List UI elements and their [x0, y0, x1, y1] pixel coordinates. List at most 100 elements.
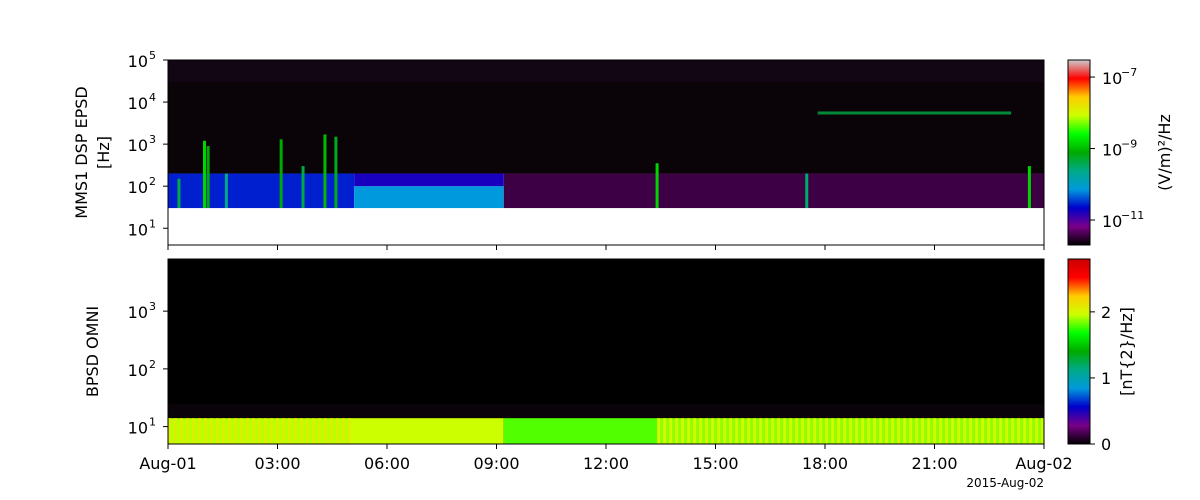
y-axis-label-line: [Hz]	[94, 136, 113, 169]
power-band-stripe	[192, 418, 195, 444]
colorbar-tick-label: 2	[1101, 303, 1111, 322]
panel2-colorbar-label: [nT{2}/Hz]	[1117, 307, 1136, 396]
power-band-stripe	[957, 418, 961, 444]
power-band-stripe	[783, 418, 787, 444]
emission-burst	[334, 136, 338, 209]
power-band-stripe	[837, 418, 841, 444]
power-band-stripe	[699, 418, 703, 444]
x-tick-label: Aug-01	[139, 454, 196, 473]
x-tick-label: Aug-02	[1015, 454, 1072, 473]
y-tick-exponent: 3	[149, 300, 156, 313]
y-tick-exponent: 1	[149, 416, 156, 429]
power-band-stripe	[897, 418, 901, 444]
power-band-stripe	[180, 418, 183, 444]
panel2-colorbar	[1067, 258, 1091, 445]
x-tick-label: 15:00	[692, 454, 738, 473]
power-band-stripe	[306, 418, 309, 444]
power-band-stripe	[987, 418, 991, 444]
power-band-stripe	[927, 418, 931, 444]
power-band-stripe	[891, 418, 895, 444]
power-band-stripe	[879, 418, 883, 444]
power-band-stripe	[915, 418, 919, 444]
panel1-colorbar	[1067, 59, 1091, 246]
power-band-stripe	[204, 418, 207, 444]
emission-burst	[177, 178, 181, 209]
power-band-stripe	[1011, 418, 1015, 444]
power-band-stripe	[240, 418, 243, 444]
power-band-stripe	[198, 418, 201, 444]
power-band-stripe	[861, 418, 865, 444]
power-band-stripe	[210, 418, 213, 444]
power-band-stripe	[759, 418, 763, 444]
power-band-stripe	[843, 418, 847, 444]
power-band-stripe	[270, 418, 273, 444]
power-band-stripe	[288, 418, 291, 444]
emission-burst	[805, 173, 809, 209]
power-band-stripe	[813, 418, 817, 444]
y-tick-exponent: 4	[149, 91, 156, 104]
power-band-stripe	[669, 418, 673, 444]
y-tick-label: 10	[128, 136, 148, 155]
power-band-stripe	[1035, 418, 1039, 444]
panel2-colorbar-ticks: 0 1 2	[1090, 303, 1111, 454]
power-band-stripe	[771, 418, 775, 444]
power-band-stripe	[963, 418, 967, 444]
y-tick-label: 10	[128, 303, 148, 322]
narrowband-line	[817, 111, 1012, 115]
power-band-stripe	[735, 418, 739, 444]
power-band-stripe	[903, 418, 907, 444]
power-band-stripe	[945, 418, 949, 444]
power-band-stripe	[1023, 418, 1027, 444]
power-band-stripe	[1029, 418, 1033, 444]
power-band-stripe	[294, 418, 297, 444]
spectral-block	[503, 173, 1044, 209]
power-band-stripe	[777, 418, 781, 444]
panel1-colorbar-label: (V/m)²/Hz	[1155, 114, 1174, 191]
y-tick-label: 10	[128, 94, 148, 113]
power-band-stripe	[795, 418, 799, 444]
x-tick-label: 21:00	[911, 454, 957, 473]
emission-burst	[323, 134, 327, 209]
background-high-band	[168, 60, 1044, 82]
power-band-stripe	[342, 418, 345, 444]
power-band-stripe	[825, 418, 829, 444]
emission-burst	[206, 146, 210, 209]
y-axis-label-line: BPSD OMNI	[83, 306, 102, 397]
colorbar-tick-label: 10	[1102, 141, 1122, 160]
power-band-stripe	[993, 418, 997, 444]
y-tick-exponent: 1	[149, 217, 156, 230]
no-data-region	[168, 208, 1044, 245]
band-edge	[168, 404, 1044, 419]
power-band-stripe	[246, 418, 249, 444]
emission-burst	[279, 139, 283, 209]
power-band-stripe	[873, 418, 877, 444]
y-tick-exponent: 2	[149, 358, 156, 371]
power-band-stripe	[675, 418, 679, 444]
power-band-stripe	[1041, 418, 1044, 444]
power-band-stripe	[765, 418, 769, 444]
power-band-stripe	[1005, 418, 1009, 444]
power-band-stripe	[693, 418, 697, 444]
y-tick-exponent: 5	[149, 49, 156, 62]
power-band-stripe	[264, 418, 267, 444]
emission-burst	[655, 163, 659, 209]
power-band-stripe	[276, 418, 279, 444]
power-band-stripe	[921, 418, 925, 444]
power-band-stripe	[228, 418, 231, 444]
power-band-stripe	[348, 418, 351, 444]
power-band-stripe	[687, 418, 691, 444]
panel2-x-axis: Aug-01 03:00 06:00 09:00 12:00 15:00 18:00 21:0…	[139, 444, 1073, 473]
power-band-stripe	[282, 418, 285, 444]
power-band-stripe	[723, 418, 727, 444]
power-band-stripe	[168, 418, 171, 444]
spectral-block	[168, 173, 355, 209]
power-band-stripe	[981, 418, 985, 444]
power-band-stripe	[330, 418, 333, 444]
power-band-stripe	[855, 418, 859, 444]
power-band-stripe	[999, 418, 1003, 444]
colorbar-tick-label: 0	[1101, 435, 1111, 454]
panel1-y-label: MMS1 DSP EPSD [Hz]	[72, 86, 113, 218]
colorbar-tick-label: 1	[1101, 369, 1111, 388]
